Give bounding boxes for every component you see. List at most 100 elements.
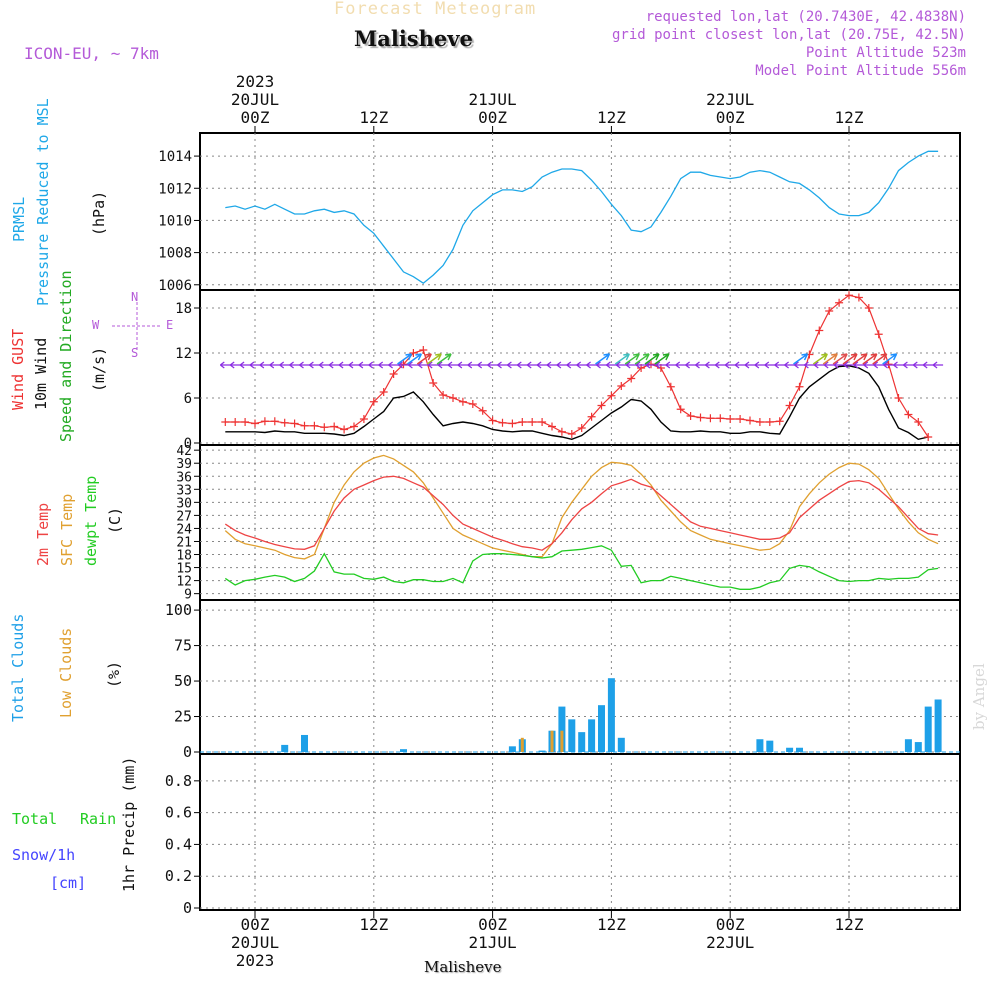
gust-marker (508, 419, 517, 428)
y-tick-label: 1012 (158, 181, 192, 197)
gust-marker (548, 422, 556, 431)
gust-marker (290, 419, 299, 428)
gust-marker (488, 416, 497, 425)
faint-title: Forecast Meteogram (334, 0, 537, 19)
wind-direction-arrow (309, 361, 320, 369)
y-tick-label: 0 (183, 743, 192, 761)
wind-direction-arrow (615, 361, 627, 369)
wind-direction-arrow (477, 361, 488, 369)
bottom-time-label: 00Z (241, 915, 270, 934)
wind-direction-arrow (853, 361, 864, 369)
wind-arrow-upper (634, 353, 650, 365)
panel-frame-precip (199, 753, 961, 911)
total-cloud-bar (508, 746, 516, 752)
wind-direction-arrow (229, 361, 241, 369)
wind-direction-arrow (635, 361, 647, 369)
wind-arrow-upper (832, 353, 848, 365)
location-title: Malisheve (354, 26, 473, 51)
gust-marker (835, 298, 844, 307)
total-cloud-bar (568, 719, 576, 752)
compass-cross (112, 302, 160, 352)
gust-marker (795, 382, 804, 391)
total-cloud-bar (934, 699, 942, 752)
gust-marker (310, 421, 319, 430)
gust-marker (785, 401, 794, 410)
gust-marker (845, 291, 853, 300)
wind-direction-arrow (427, 361, 439, 369)
y-tick-label: 0.8 (165, 772, 192, 790)
y-tick-label: 1008 (158, 246, 192, 262)
wind-direction-arrow (299, 361, 310, 369)
top-time-label: 22JUL (706, 90, 754, 109)
total-cloud-bar (924, 706, 932, 752)
y-tick-label: 15 (176, 562, 192, 577)
total-cloud-bar (538, 750, 546, 752)
bottom-time-label: 00Z (716, 915, 745, 934)
prmsl-line (225, 150, 939, 285)
wind-direction-arrow (318, 361, 330, 369)
gust-marker (389, 370, 398, 378)
wind-direction-arrow (645, 361, 656, 369)
wind-direction-arrow (606, 361, 617, 369)
wind-direction-arrow (774, 361, 785, 369)
wind-arrow-upper (406, 353, 423, 365)
gust-marker (369, 397, 378, 406)
wind-direction-arrow (586, 361, 597, 369)
wind-direction-arrow (566, 361, 577, 369)
wind-arrow-upper (644, 353, 660, 365)
gust-marker (815, 326, 824, 335)
wind-direction-arrow (843, 361, 854, 369)
compass-south: S (131, 346, 139, 360)
wind-direction-arrow (417, 361, 429, 369)
y-tick-label: 0.4 (165, 835, 192, 853)
wind-direction-arrow (328, 361, 340, 369)
gust-marker (340, 425, 349, 434)
gust-marker (765, 418, 774, 426)
gust-marker (270, 417, 279, 426)
wind-arrow-upper (595, 353, 611, 365)
wind-direction-arrow (556, 361, 567, 369)
wind-arrow-upper (882, 353, 898, 365)
wind-arrow-upper (793, 353, 809, 365)
bottom-time-label: 2023 (236, 951, 275, 970)
wind-direction-arrow (714, 361, 726, 369)
precip-snow-label: Snow/1h (12, 846, 76, 864)
y-tick-label: 18 (175, 301, 192, 317)
total-cloud-bar (578, 732, 586, 752)
total-cloud-bar (301, 734, 308, 752)
wind-direction-arrow (338, 361, 350, 369)
gust-marker (320, 423, 329, 432)
wind-direction-arrow (734, 361, 746, 369)
wind-direction-arrow (922, 361, 934, 369)
wind-direction-arrow (833, 361, 845, 369)
gust-marker (627, 374, 636, 383)
wind-direction-arrow (388, 361, 399, 369)
wind-direction-arrow (259, 361, 270, 369)
wind-direction-arrow (368, 361, 379, 369)
wind-direction-arrow (893, 361, 904, 369)
wind-arrow-upper (416, 353, 432, 365)
gust-marker (716, 414, 725, 423)
top-time-label: 2023 (236, 72, 275, 91)
bottom-time-label: 12Z (835, 915, 864, 934)
wind-direction-arrow (516, 361, 528, 369)
gust-marker (498, 418, 507, 427)
top-time-label: 12Z (597, 108, 626, 127)
top-time-label: 12Z (835, 108, 864, 127)
panel-frame-temp (199, 444, 961, 601)
wind-arrow-upper (872, 353, 888, 365)
total-cloud-bar (914, 742, 922, 752)
total-cloud-bar (904, 739, 912, 752)
total-cloud-bar (617, 737, 625, 752)
low-cloud-bar (550, 730, 554, 752)
gust-marker (429, 379, 438, 387)
wind-direction-arrow (823, 361, 835, 369)
gust-marker (666, 382, 675, 391)
y-tick-label: 30 (176, 496, 192, 511)
compass-north: N (131, 290, 139, 304)
model-altitude: Model Point Altitude 556m (755, 63, 966, 79)
gust-marker (468, 400, 477, 408)
wind-direction-arrow (705, 361, 716, 369)
gust-marker (528, 418, 537, 426)
